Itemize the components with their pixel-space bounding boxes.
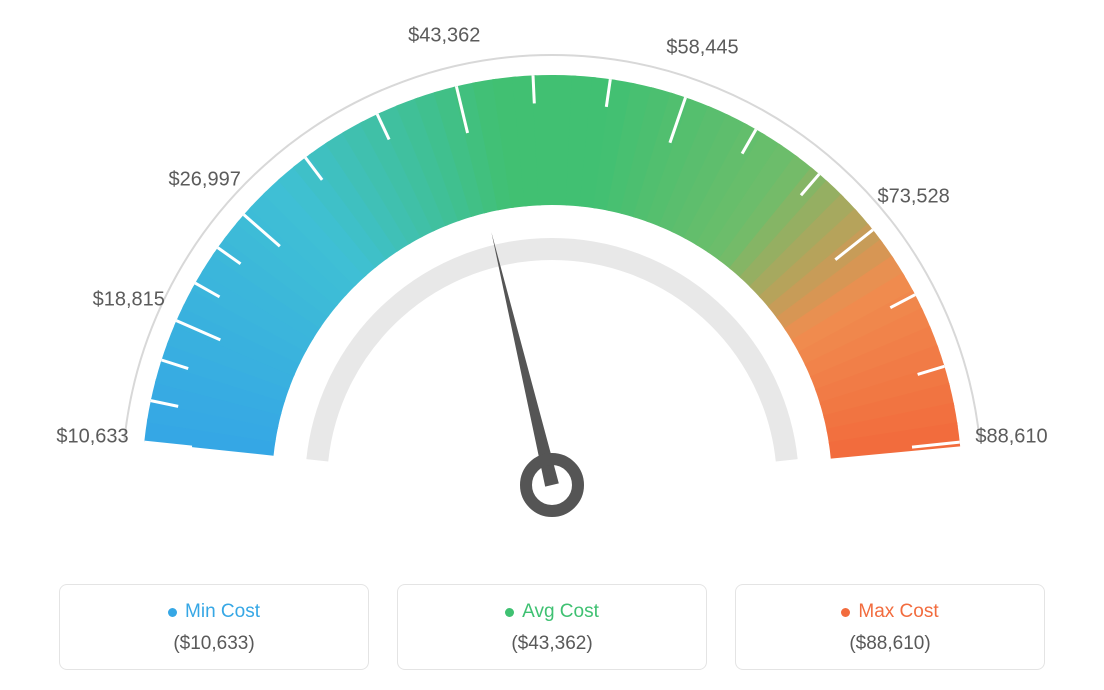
gauge-scale-label: $26,997 (169, 169, 241, 192)
gauge-chart (0, 0, 1104, 560)
legend-card-max: Max Cost ($88,610) (735, 584, 1045, 670)
gauge-scale-label: $73,528 (877, 186, 949, 209)
gauge-scale-label: $88,610 (975, 425, 1047, 448)
legend-title-text: Max Cost (858, 601, 938, 623)
legend-title-avg: Avg Cost (505, 601, 599, 623)
legend-card-min: Min Cost ($10,633) (59, 584, 369, 670)
dot-icon (841, 608, 850, 617)
legend-card-avg: Avg Cost ($43,362) (397, 584, 707, 670)
legend-title-text: Min Cost (185, 601, 260, 623)
dot-icon (168, 608, 177, 617)
legend-row: Min Cost ($10,633) Avg Cost ($43,362) Ma… (0, 584, 1104, 670)
gauge-scale-label: $10,633 (56, 425, 128, 448)
gauge-scale-label: $58,445 (666, 37, 738, 60)
legend-value-max: ($88,610) (736, 633, 1044, 655)
legend-title-text: Avg Cost (522, 601, 599, 623)
legend-title-min: Min Cost (168, 601, 260, 623)
gauge-scale-label: $43,362 (408, 24, 480, 47)
legend-title-max: Max Cost (841, 601, 938, 623)
legend-value-avg: ($43,362) (398, 633, 706, 655)
legend-value-min: ($10,633) (60, 633, 368, 655)
gauge-container: $10,633 $18,815 $26,997 $43,362 $58,445 $73,5… (0, 0, 1104, 560)
dot-icon (505, 608, 514, 617)
gauge-scale-label: $18,815 (93, 288, 165, 311)
